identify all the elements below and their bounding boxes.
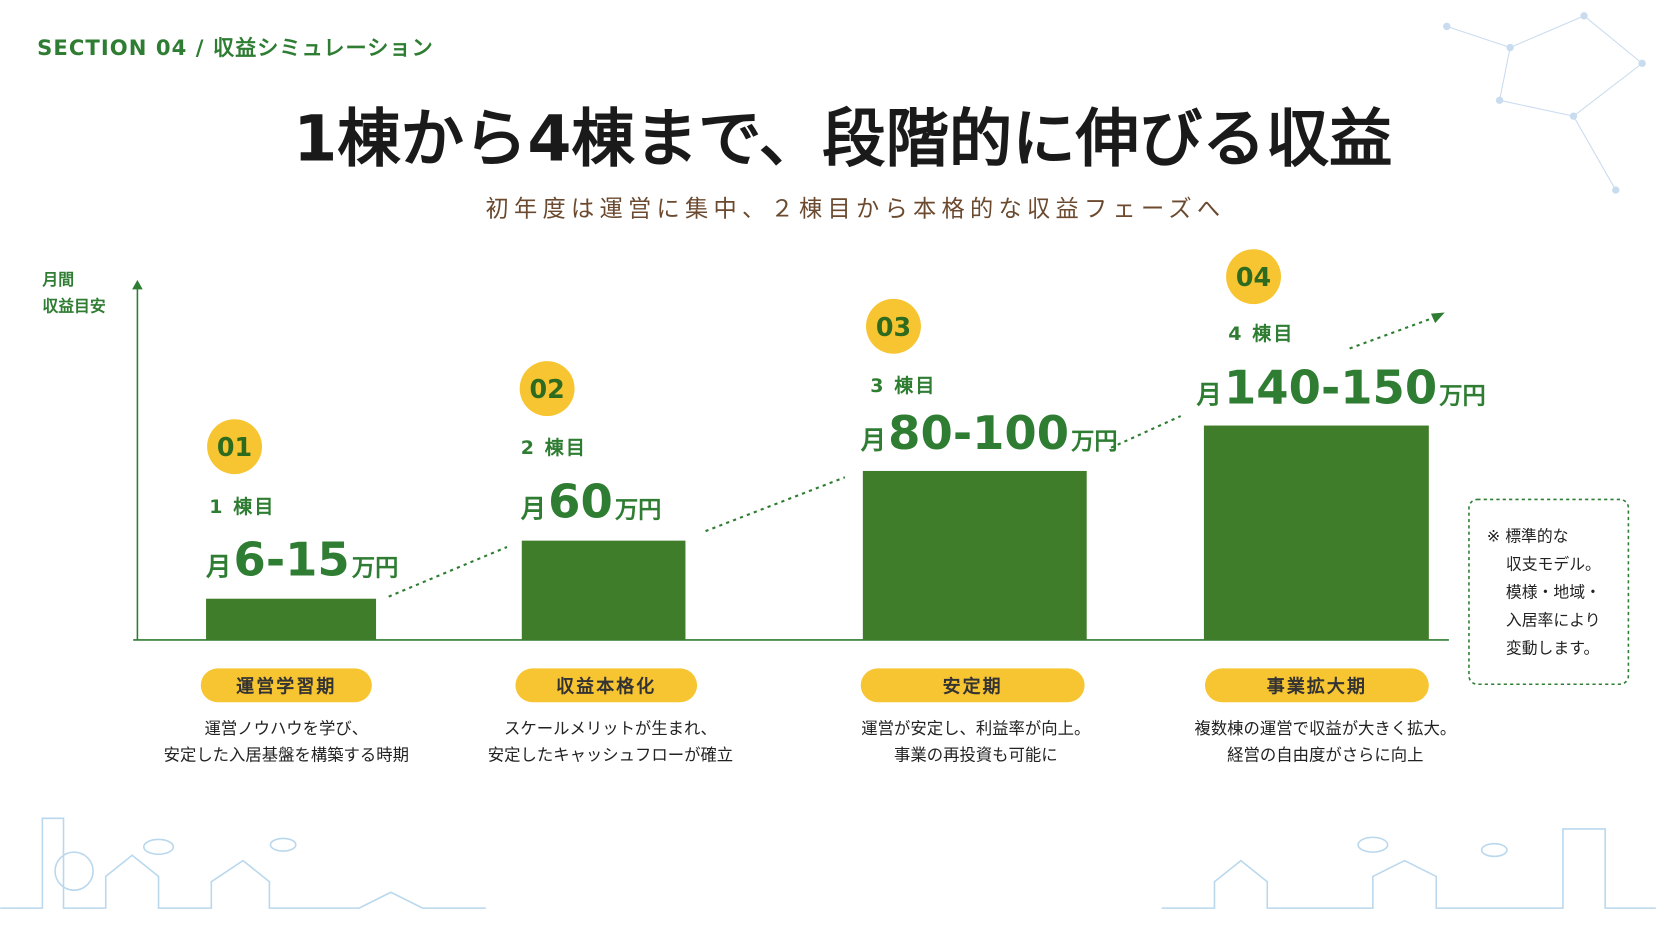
stage-badge	[866, 298, 921, 354]
phase-pill	[200, 668, 372, 703]
stages: 011 棟目月6-15万円運営学習期運営ノウハウを学び、安定した入居基盤を構築す…	[164, 249, 1486, 764]
bar	[521, 540, 686, 640]
amount-unit: 万円	[352, 554, 398, 581]
amount-prefix: 月	[860, 425, 886, 455]
amount-unit: 万円	[1439, 382, 1485, 409]
stage-amount: 月80-100万円	[860, 406, 1118, 460]
stage-description: 安定した入居基盤を構築する時期	[164, 745, 409, 764]
trend-arrows	[388, 315, 1437, 598]
stage-description: 安定したキャッシュフローが確立	[488, 745, 733, 764]
title: 1棟から4棟まで、段階的に伸びる収益	[293, 102, 1392, 176]
stage-count: 2 棟目	[521, 436, 587, 459]
stage-amount: 月140-150万円	[1196, 360, 1486, 414]
bar	[862, 470, 1087, 640]
network-decoration	[1443, 12, 1646, 194]
phase-pill	[1204, 668, 1429, 703]
stage-amount: 月60万円	[520, 474, 662, 528]
phase-pill	[515, 668, 698, 703]
bar	[206, 598, 377, 640]
amount-unit: 万円	[615, 496, 661, 523]
amount-value: 6-15	[234, 532, 350, 586]
stage-badge	[207, 419, 263, 475]
trend-arrowhead	[1430, 312, 1445, 324]
stage-number: 04	[1236, 262, 1271, 292]
bar	[1203, 425, 1429, 640]
axis-label: 収益目安	[42, 297, 105, 316]
stage-count: 1 棟目	[209, 495, 275, 518]
stage-number: 01	[217, 432, 252, 462]
stage-description: 運営が安定し、利益率が向上。	[861, 719, 1090, 738]
amount-unit: 万円	[1071, 428, 1117, 455]
amount-value: 140-150	[1224, 360, 1437, 414]
stage-description: 複数棟の運営で収益が大きく拡大。	[1194, 719, 1456, 738]
stage-description: スケールメリットが生まれ、	[504, 719, 717, 738]
note-line: 変動します。	[1506, 639, 1599, 658]
stage-badge	[1226, 249, 1281, 305]
note-box	[1468, 498, 1630, 686]
axis-arrow	[132, 279, 143, 290]
amount-prefix: 月	[205, 551, 231, 581]
stage-amount: 月6-15万円	[205, 532, 398, 586]
section-label: SECTION 04 / 収益シミュレーション	[37, 35, 434, 60]
phase-label: 事業拡大期	[1267, 676, 1367, 698]
phase-label: 収益本格化	[556, 676, 656, 698]
stage-count: 4 棟目	[1228, 322, 1294, 345]
note-line: 入居率により	[1506, 611, 1601, 630]
amount-value: 60	[548, 474, 613, 528]
stage-badge	[519, 361, 575, 417]
stage-number: 03	[876, 312, 911, 342]
stage-count: 3 棟目	[870, 374, 936, 397]
axis-label: 月間	[41, 270, 74, 289]
phase-pill	[860, 668, 1085, 703]
subtitle: 初年度は運営に集中、２棟目から本格的な収益フェーズへ	[486, 195, 1226, 222]
stage-number: 02	[529, 374, 564, 404]
amount-value: 80-100	[888, 406, 1069, 460]
note-line: 模様・地域・	[1506, 583, 1601, 602]
amount-prefix: 月	[520, 493, 546, 523]
town-decoration	[0, 817, 1656, 909]
phase-label: 安定期	[943, 676, 1003, 698]
note-line: ※ 標準的な	[1487, 527, 1569, 546]
stage-description: 経営の自由度がさらに向上	[1227, 745, 1423, 764]
note-line: 収支モデル。	[1506, 555, 1601, 574]
stage-description: 運営ノウハウを学び、	[205, 719, 369, 738]
stage-description: 事業の再投資も可能に	[894, 745, 1058, 764]
amount-prefix: 月	[1196, 379, 1222, 409]
phase-label: 運営学習期	[236, 676, 336, 698]
